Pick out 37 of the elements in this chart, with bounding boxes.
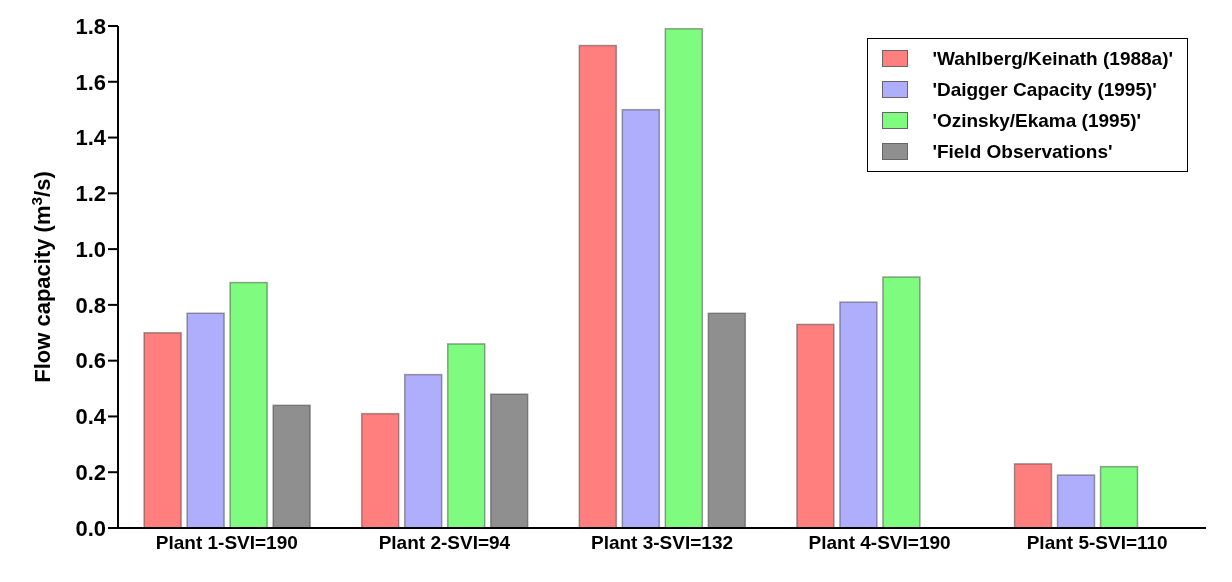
bar	[360, 412, 400, 528]
y-tick-label: 1.2	[75, 181, 106, 207]
x-tick-label: Plant 2-SVI=94	[378, 532, 511, 554]
bar	[1013, 463, 1053, 528]
legend-label: 'Wahlberg/Keinath (1988a)'	[932, 47, 1173, 71]
y-tick-label: 0.2	[75, 460, 106, 486]
y-tick-label: 1.8	[75, 13, 106, 39]
bar	[578, 44, 618, 528]
bar	[664, 28, 704, 528]
y-tick-label: 0.0	[75, 515, 106, 541]
y-tick-label: 1.4	[75, 125, 107, 151]
legend-label: 'Field Observations'	[932, 140, 1113, 164]
bar	[489, 393, 529, 528]
bar	[1056, 474, 1096, 528]
bar	[1099, 465, 1139, 528]
bar	[796, 323, 835, 528]
bar	[143, 332, 182, 528]
y-tick-label: 1.6	[75, 69, 106, 95]
legend-label: 'Daigger Capacity (1995)'	[932, 78, 1157, 102]
y-tick-label: 0.8	[75, 292, 106, 318]
bar	[621, 108, 661, 528]
bar	[229, 281, 268, 528]
bar	[707, 312, 747, 528]
bar	[839, 301, 878, 528]
legend-label: 'Ozinsky/Ekama (1995)'	[932, 109, 1142, 133]
y-tick-label: 1.0	[75, 236, 106, 262]
x-tick-label: Plant 5-SVI=110	[1026, 532, 1168, 554]
y-tick-label: 0.6	[75, 348, 106, 374]
x-tick-label: Plant 1-SVI=190	[155, 532, 298, 554]
bar	[882, 276, 921, 528]
bar	[272, 404, 311, 528]
bar	[446, 343, 486, 528]
bar	[186, 312, 225, 528]
x-tick-label: Plant 3-SVI=132	[590, 532, 734, 554]
x-tick-label: Plant 4-SVI=190	[808, 532, 951, 554]
bar	[403, 373, 443, 528]
y-tick-label: 0.4	[75, 404, 107, 430]
